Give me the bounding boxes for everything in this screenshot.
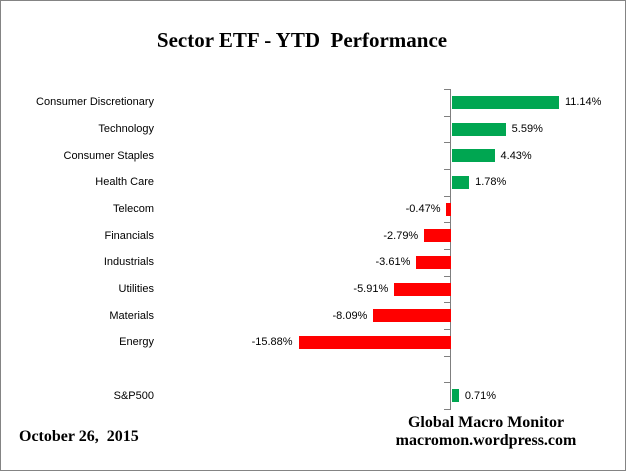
category-label-materials: Materials bbox=[109, 309, 154, 322]
axis-tick bbox=[444, 409, 450, 410]
bar-technology bbox=[452, 122, 506, 136]
bar-financials bbox=[424, 229, 451, 243]
y-axis-line bbox=[450, 89, 451, 410]
axis-tick bbox=[444, 382, 450, 383]
bar-utilities bbox=[394, 282, 451, 296]
value-label-technology: 5.59% bbox=[511, 122, 543, 135]
value-label-utilities: -5.91% bbox=[353, 282, 389, 295]
category-label-technology: Technology bbox=[98, 122, 154, 135]
category-label-financials: Financials bbox=[104, 229, 154, 242]
axis-tick bbox=[444, 142, 450, 143]
bar-energy bbox=[298, 335, 451, 349]
value-label-health-care: 1.78% bbox=[475, 176, 507, 189]
value-label-financials: -2.79% bbox=[383, 229, 419, 242]
category-label-energy: Energy bbox=[119, 336, 154, 349]
date-label: October 26, 2015 bbox=[19, 428, 139, 445]
axis-tick bbox=[444, 329, 450, 330]
credit-line1: Global Macro Monitor bbox=[407, 414, 565, 431]
value-label-telecom: -0.47% bbox=[405, 202, 441, 215]
category-label-utilities: Utilities bbox=[118, 282, 154, 295]
value-label-consumer-discretionary: 11.14% bbox=[564, 96, 602, 109]
credit-block: Global Macro Monitor macromon.wordpress.… bbox=[361, 414, 611, 450]
bar-consumer-staples bbox=[452, 149, 495, 163]
axis-tick bbox=[444, 116, 450, 117]
category-label-industrials: Industrials bbox=[103, 256, 154, 269]
bar-materials bbox=[373, 309, 451, 323]
axis-tick bbox=[444, 89, 450, 90]
bar-industrials bbox=[416, 255, 451, 269]
value-label-consumer-staples: 4.43% bbox=[500, 149, 532, 162]
category-label-consumer-discretionary: Consumer Discretionary bbox=[36, 96, 154, 109]
category-label-telecom: Telecom bbox=[113, 202, 154, 215]
axis-tick bbox=[444, 302, 450, 303]
axis-tick bbox=[444, 196, 450, 197]
axis-tick bbox=[444, 222, 450, 223]
value-label-s-p500: 0.71% bbox=[464, 389, 497, 402]
bar-health-care bbox=[452, 175, 470, 189]
axis-tick bbox=[444, 276, 450, 277]
chart-title: Sector ETF - YTD Performance bbox=[156, 28, 448, 52]
bar-s-p500 bbox=[452, 389, 459, 403]
bar-consumer-discretionary bbox=[452, 95, 559, 109]
value-label-industrials: -3.61% bbox=[375, 256, 411, 269]
credit-line2: macromon.wordpress.com bbox=[395, 432, 577, 449]
value-label-materials: -8.09% bbox=[332, 309, 368, 322]
axis-tick bbox=[444, 169, 450, 170]
category-label-s-p500: S&P500 bbox=[113, 389, 154, 402]
axis-tick bbox=[444, 356, 450, 357]
bar-telecom bbox=[446, 202, 451, 216]
axis-tick bbox=[444, 249, 450, 250]
value-label-energy: -15.88% bbox=[251, 336, 293, 349]
plot-area: Consumer Discretionary 11.14% Technology 5.… bbox=[1, 89, 625, 410]
category-label-health-care: Health Care bbox=[95, 176, 154, 189]
category-label-consumer-staples: Consumer Staples bbox=[63, 149, 155, 162]
